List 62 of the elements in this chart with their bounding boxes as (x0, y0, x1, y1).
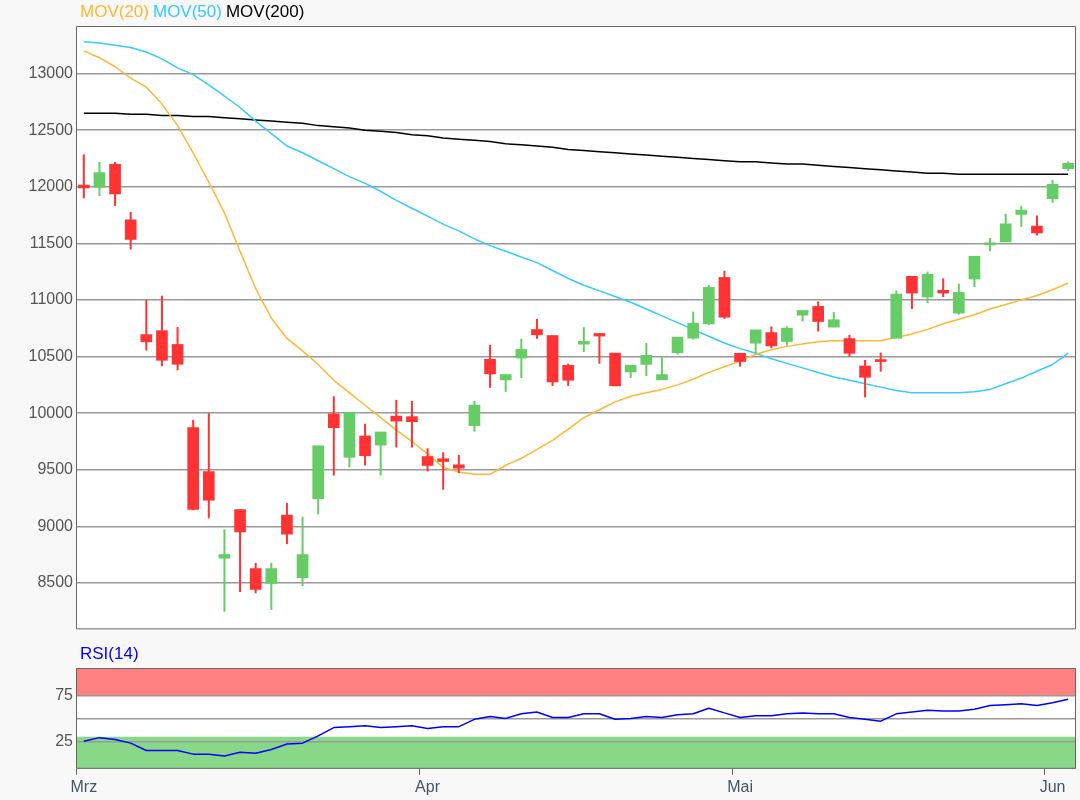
candlestick (406, 399, 418, 449)
candlestick (656, 356, 668, 381)
candlestick (812, 300, 825, 333)
candlestick (531, 317, 543, 340)
candlestick (921, 270, 934, 305)
y-tick-label: 8500 (37, 573, 74, 591)
y-tick-label: 13000 (28, 63, 74, 81)
series-label: MOV(20) (80, 2, 149, 22)
x-tick-label: Mai (727, 777, 753, 795)
y-tick-label: 25 (55, 731, 74, 749)
candlestick (452, 453, 465, 475)
candlestick (1015, 205, 1028, 228)
candlestick (296, 515, 309, 588)
candlestick (687, 310, 700, 341)
candlestick (327, 395, 340, 477)
text: MOV(200) (225, 2, 305, 22)
candlestick (937, 277, 950, 299)
candlestick (781, 325, 793, 347)
candlestick (249, 561, 262, 595)
candlestick (171, 326, 184, 372)
candlestick (484, 343, 496, 389)
candlestick (234, 508, 246, 594)
candlestick (874, 351, 887, 373)
series-label: MOV(50) (152, 2, 222, 22)
y-tick-label: 10000 (28, 403, 74, 421)
y-tick-label: 12500 (28, 120, 74, 138)
text: RSI(14) (80, 644, 139, 664)
candlestick (859, 358, 871, 399)
candlestick (421, 447, 434, 473)
candlestick (359, 422, 371, 467)
candlestick (640, 342, 653, 377)
candlestick (843, 333, 856, 358)
candlestick (265, 561, 278, 611)
candlestick (1046, 179, 1059, 204)
candlestick (1031, 214, 1043, 237)
candlestick (515, 337, 528, 379)
y-tick-label: 9500 (37, 460, 74, 478)
y-tick-label: 12000 (28, 177, 74, 195)
candlestick (468, 399, 481, 433)
candlestick (281, 501, 293, 546)
candlestick (765, 325, 778, 350)
candlestick (93, 160, 106, 198)
candlestick (577, 326, 590, 354)
x-tick-label: Mrz (70, 777, 98, 795)
candlestick (999, 212, 1012, 243)
candlestick (374, 430, 387, 477)
x-tick-label: Jun (1039, 777, 1066, 795)
candlestick (562, 362, 575, 387)
y-tick-label: 11500 (29, 233, 74, 251)
candlestick (437, 451, 450, 491)
candlestick (140, 298, 153, 352)
y-tick-label: 10500 (28, 346, 74, 364)
candlestick (124, 210, 137, 251)
candlestick (390, 398, 403, 449)
candlestick (968, 255, 981, 289)
candlestick (218, 528, 231, 613)
y-tick-label: 9000 (37, 516, 74, 534)
candlestick (906, 275, 918, 311)
y-tick-label: 11000 (29, 290, 74, 308)
y-tick-label: 75 (55, 685, 74, 703)
x-tick-label: Apr (415, 777, 441, 795)
candlestick (952, 282, 965, 316)
